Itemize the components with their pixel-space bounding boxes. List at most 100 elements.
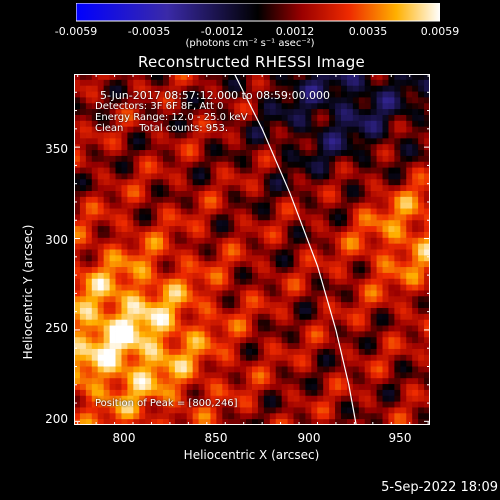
heatmap-cell: [376, 161, 383, 168]
heatmap-cell: [406, 173, 413, 180]
heatmap-cell: [293, 138, 300, 145]
heatmap-cell: [424, 384, 430, 391]
heatmap-cell: [252, 191, 259, 198]
heatmap-cell: [317, 132, 324, 139]
heatmap-cell: [216, 91, 223, 98]
heatmap-cell: [293, 261, 300, 268]
heatmap-cell: [293, 185, 300, 192]
heatmap-cell: [317, 389, 324, 397]
heatmap-cell: [376, 249, 383, 256]
heatmap-cell: [192, 74, 199, 81]
heatmap-cell: [418, 179, 425, 186]
heatmap-cell: [204, 191, 211, 198]
heatmap-cell: [382, 401, 389, 408]
heatmap-cell: [293, 337, 300, 344]
heatmap-cell: [121, 126, 128, 133]
heatmap-cell: [222, 79, 229, 87]
heatmap-cell: [376, 267, 383, 274]
heatmap-cell: [204, 278, 211, 285]
heatmap-cell: [335, 74, 342, 81]
heatmap-cell: [174, 389, 182, 397]
heatmap-cell: [394, 272, 401, 280]
heatmap-cell: [163, 79, 170, 87]
heatmap-cell: [103, 401, 110, 408]
heatmap-cell: [341, 214, 348, 221]
heatmap-cell: [424, 255, 430, 262]
heatmap-cell: [204, 179, 211, 186]
heatmap-cell: [115, 331, 122, 338]
heatmap-cell: [370, 79, 377, 87]
heatmap-cell: [269, 331, 277, 338]
heatmap-cell: [127, 278, 134, 285]
heatmap-cell: [198, 103, 205, 110]
heatmap-cell: [174, 243, 182, 250]
heatmap-cell: [103, 150, 110, 157]
heatmap-cell: [79, 196, 87, 204]
heatmap-cell: [240, 401, 247, 408]
heatmap-cell: [418, 97, 425, 104]
heatmap-cell: [145, 325, 152, 332]
heatmap-cell: [400, 296, 407, 303]
heatmap-cell: [204, 249, 211, 256]
heatmap-cell: [79, 243, 87, 250]
heatmap-cell: [329, 231, 336, 239]
heatmap-cell: [234, 249, 241, 256]
heatmap-cell: [418, 109, 425, 116]
heatmap-cell: [222, 126, 229, 133]
heatmap-cell: [352, 366, 360, 373]
heatmap-cell: [151, 196, 158, 204]
heatmap-cell: [341, 395, 348, 402]
heatmap-cell: [424, 167, 430, 174]
heatmap-cell: [198, 74, 205, 81]
heatmap-cell: [418, 354, 425, 362]
heatmap-cell: [317, 150, 324, 157]
heatmap-cell: [121, 91, 128, 98]
heatmap-cell: [115, 173, 122, 180]
heatmap-cell: [97, 109, 105, 116]
heatmap-cell: [352, 161, 360, 168]
heatmap-cell: [180, 278, 188, 285]
heatmap-cell: [382, 419, 389, 425]
heatmap-cell: [204, 343, 211, 350]
heatmap-cell: [180, 378, 188, 385]
heatmap-cell: [74, 360, 81, 367]
heatmap-cell: [133, 413, 140, 420]
heatmap-cell: [163, 150, 170, 157]
heatmap-cell: [228, 313, 235, 321]
heatmap-cell: [281, 220, 288, 227]
heatmap-cell: [163, 313, 170, 321]
heatmap-cell: [424, 226, 430, 233]
heatmap-cell: [168, 150, 176, 157]
heatmap-cell: [103, 384, 110, 391]
heatmap-cell: [400, 378, 407, 385]
heatmap-cell: [305, 231, 312, 239]
heatmap-cell: [174, 91, 182, 98]
heatmap-cell: [127, 343, 134, 350]
heatmap-cell: [382, 325, 389, 332]
heatmap-cell: [412, 255, 419, 262]
heatmap-cell: [370, 231, 377, 239]
heatmap-cell: [133, 196, 140, 204]
heatmap-cell: [269, 354, 277, 362]
heatmap-cell: [91, 196, 99, 204]
heatmap-cell: [352, 243, 360, 250]
heatmap-cell: [352, 114, 360, 122]
heatmap-cell: [329, 79, 336, 87]
heatmap-cell: [341, 372, 348, 379]
heatmap-cell: [210, 85, 217, 92]
heatmap-cell: [91, 331, 99, 338]
heatmap-cell: [394, 384, 401, 391]
heatmap-cell: [293, 155, 300, 163]
heatmap-cell: [269, 284, 277, 291]
heatmap-cell: [240, 290, 247, 297]
heatmap-cell: [424, 366, 430, 373]
heatmap-cell: [323, 103, 330, 110]
heatmap-cell: [79, 290, 87, 297]
heatmap-cell: [341, 354, 348, 362]
heatmap-cell: [115, 401, 122, 408]
heatmap-cell: [204, 255, 211, 262]
heatmap-cell: [406, 272, 413, 280]
heatmap-cell: [341, 208, 348, 215]
heatmap-cell: [293, 249, 300, 256]
heatmap-cell: [121, 401, 128, 408]
